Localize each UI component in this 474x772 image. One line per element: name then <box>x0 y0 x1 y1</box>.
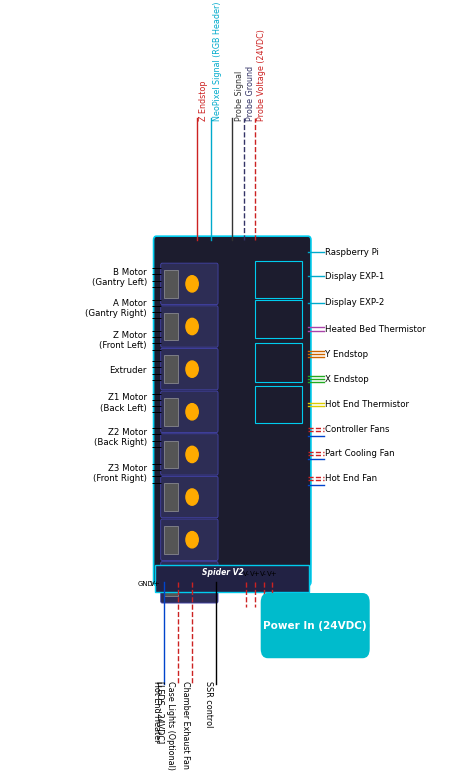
Circle shape <box>186 489 198 505</box>
Circle shape <box>186 276 198 292</box>
Ellipse shape <box>261 602 369 649</box>
Text: Raspberry Pi: Raspberry Pi <box>325 248 379 257</box>
Text: V-: V- <box>260 571 267 577</box>
Text: Chamber Exhaust Fan: Chamber Exhaust Fan <box>181 681 190 769</box>
FancyBboxPatch shape <box>164 270 178 298</box>
Text: V+: V+ <box>267 571 277 577</box>
Circle shape <box>186 532 198 548</box>
Text: Display EXP-2: Display EXP-2 <box>325 298 384 307</box>
FancyBboxPatch shape <box>161 391 218 432</box>
Circle shape <box>186 318 198 334</box>
FancyBboxPatch shape <box>161 348 218 390</box>
Text: Power In (24VDC): Power In (24VDC) <box>264 621 367 631</box>
Text: Y Endstop: Y Endstop <box>325 350 368 358</box>
FancyBboxPatch shape <box>161 562 218 603</box>
Text: Z Endstop: Z Endstop <box>199 80 208 120</box>
Text: Probe Ground: Probe Ground <box>246 66 255 120</box>
Circle shape <box>186 574 198 591</box>
Text: Display EXP-1: Display EXP-1 <box>325 272 384 281</box>
FancyBboxPatch shape <box>161 306 218 347</box>
Text: Controller Fans: Controller Fans <box>325 425 389 434</box>
Text: Hot End Heater: Hot End Heater <box>152 681 161 743</box>
Text: Hot End Thermistor: Hot End Thermistor <box>325 400 409 408</box>
Text: Probe Voltage (24VDC): Probe Voltage (24VDC) <box>257 29 266 120</box>
Text: Hot End Fan: Hot End Fan <box>325 474 377 482</box>
FancyBboxPatch shape <box>161 476 218 518</box>
Text: B Motor
(Gantry Left): B Motor (Gantry Left) <box>91 268 147 287</box>
FancyBboxPatch shape <box>164 526 178 554</box>
Circle shape <box>186 404 198 420</box>
FancyBboxPatch shape <box>164 313 178 340</box>
Text: NeoPixel Signal (RGB Header): NeoPixel Signal (RGB Header) <box>213 2 222 120</box>
FancyBboxPatch shape <box>155 565 309 592</box>
FancyBboxPatch shape <box>164 441 178 469</box>
Text: Probe Signal: Probe Signal <box>235 70 244 120</box>
Text: Extruder: Extruder <box>109 366 147 375</box>
Text: V+: V+ <box>250 571 260 577</box>
Text: A Motor
(Gantry Right): A Motor (Gantry Right) <box>85 300 147 319</box>
FancyBboxPatch shape <box>161 263 218 304</box>
Text: SSR control: SSR control <box>204 681 213 727</box>
FancyBboxPatch shape <box>164 483 178 511</box>
Text: Heated Bed Thermistor: Heated Bed Thermistor <box>325 324 425 334</box>
Text: Spider V2: Spider V2 <box>202 568 244 577</box>
Text: Z Motor
(Front Left): Z Motor (Front Left) <box>100 330 147 350</box>
Text: Z1 Motor
(Back Left): Z1 Motor (Back Left) <box>100 394 147 412</box>
FancyBboxPatch shape <box>261 593 370 659</box>
Text: Z2 Motor
(Back Right): Z2 Motor (Back Right) <box>94 428 147 447</box>
Text: X Endstop: X Endstop <box>325 374 368 384</box>
FancyBboxPatch shape <box>164 568 178 596</box>
Circle shape <box>186 446 198 462</box>
FancyBboxPatch shape <box>154 236 311 585</box>
Text: V-: V- <box>243 571 250 577</box>
FancyBboxPatch shape <box>161 519 218 560</box>
Text: Part Cooling Fan: Part Cooling Fan <box>325 449 394 458</box>
Circle shape <box>186 361 198 378</box>
FancyBboxPatch shape <box>164 398 178 425</box>
FancyBboxPatch shape <box>161 434 218 475</box>
Text: Z3 Motor
(Front Right): Z3 Motor (Front Right) <box>93 464 147 482</box>
FancyBboxPatch shape <box>164 355 178 383</box>
Text: GND: GND <box>138 581 154 587</box>
Text: V+: V+ <box>150 581 161 587</box>
Text: Case Lights (Optional)
[LEDS - 24VDC]: Case Lights (Optional) [LEDS - 24VDC] <box>156 681 175 770</box>
